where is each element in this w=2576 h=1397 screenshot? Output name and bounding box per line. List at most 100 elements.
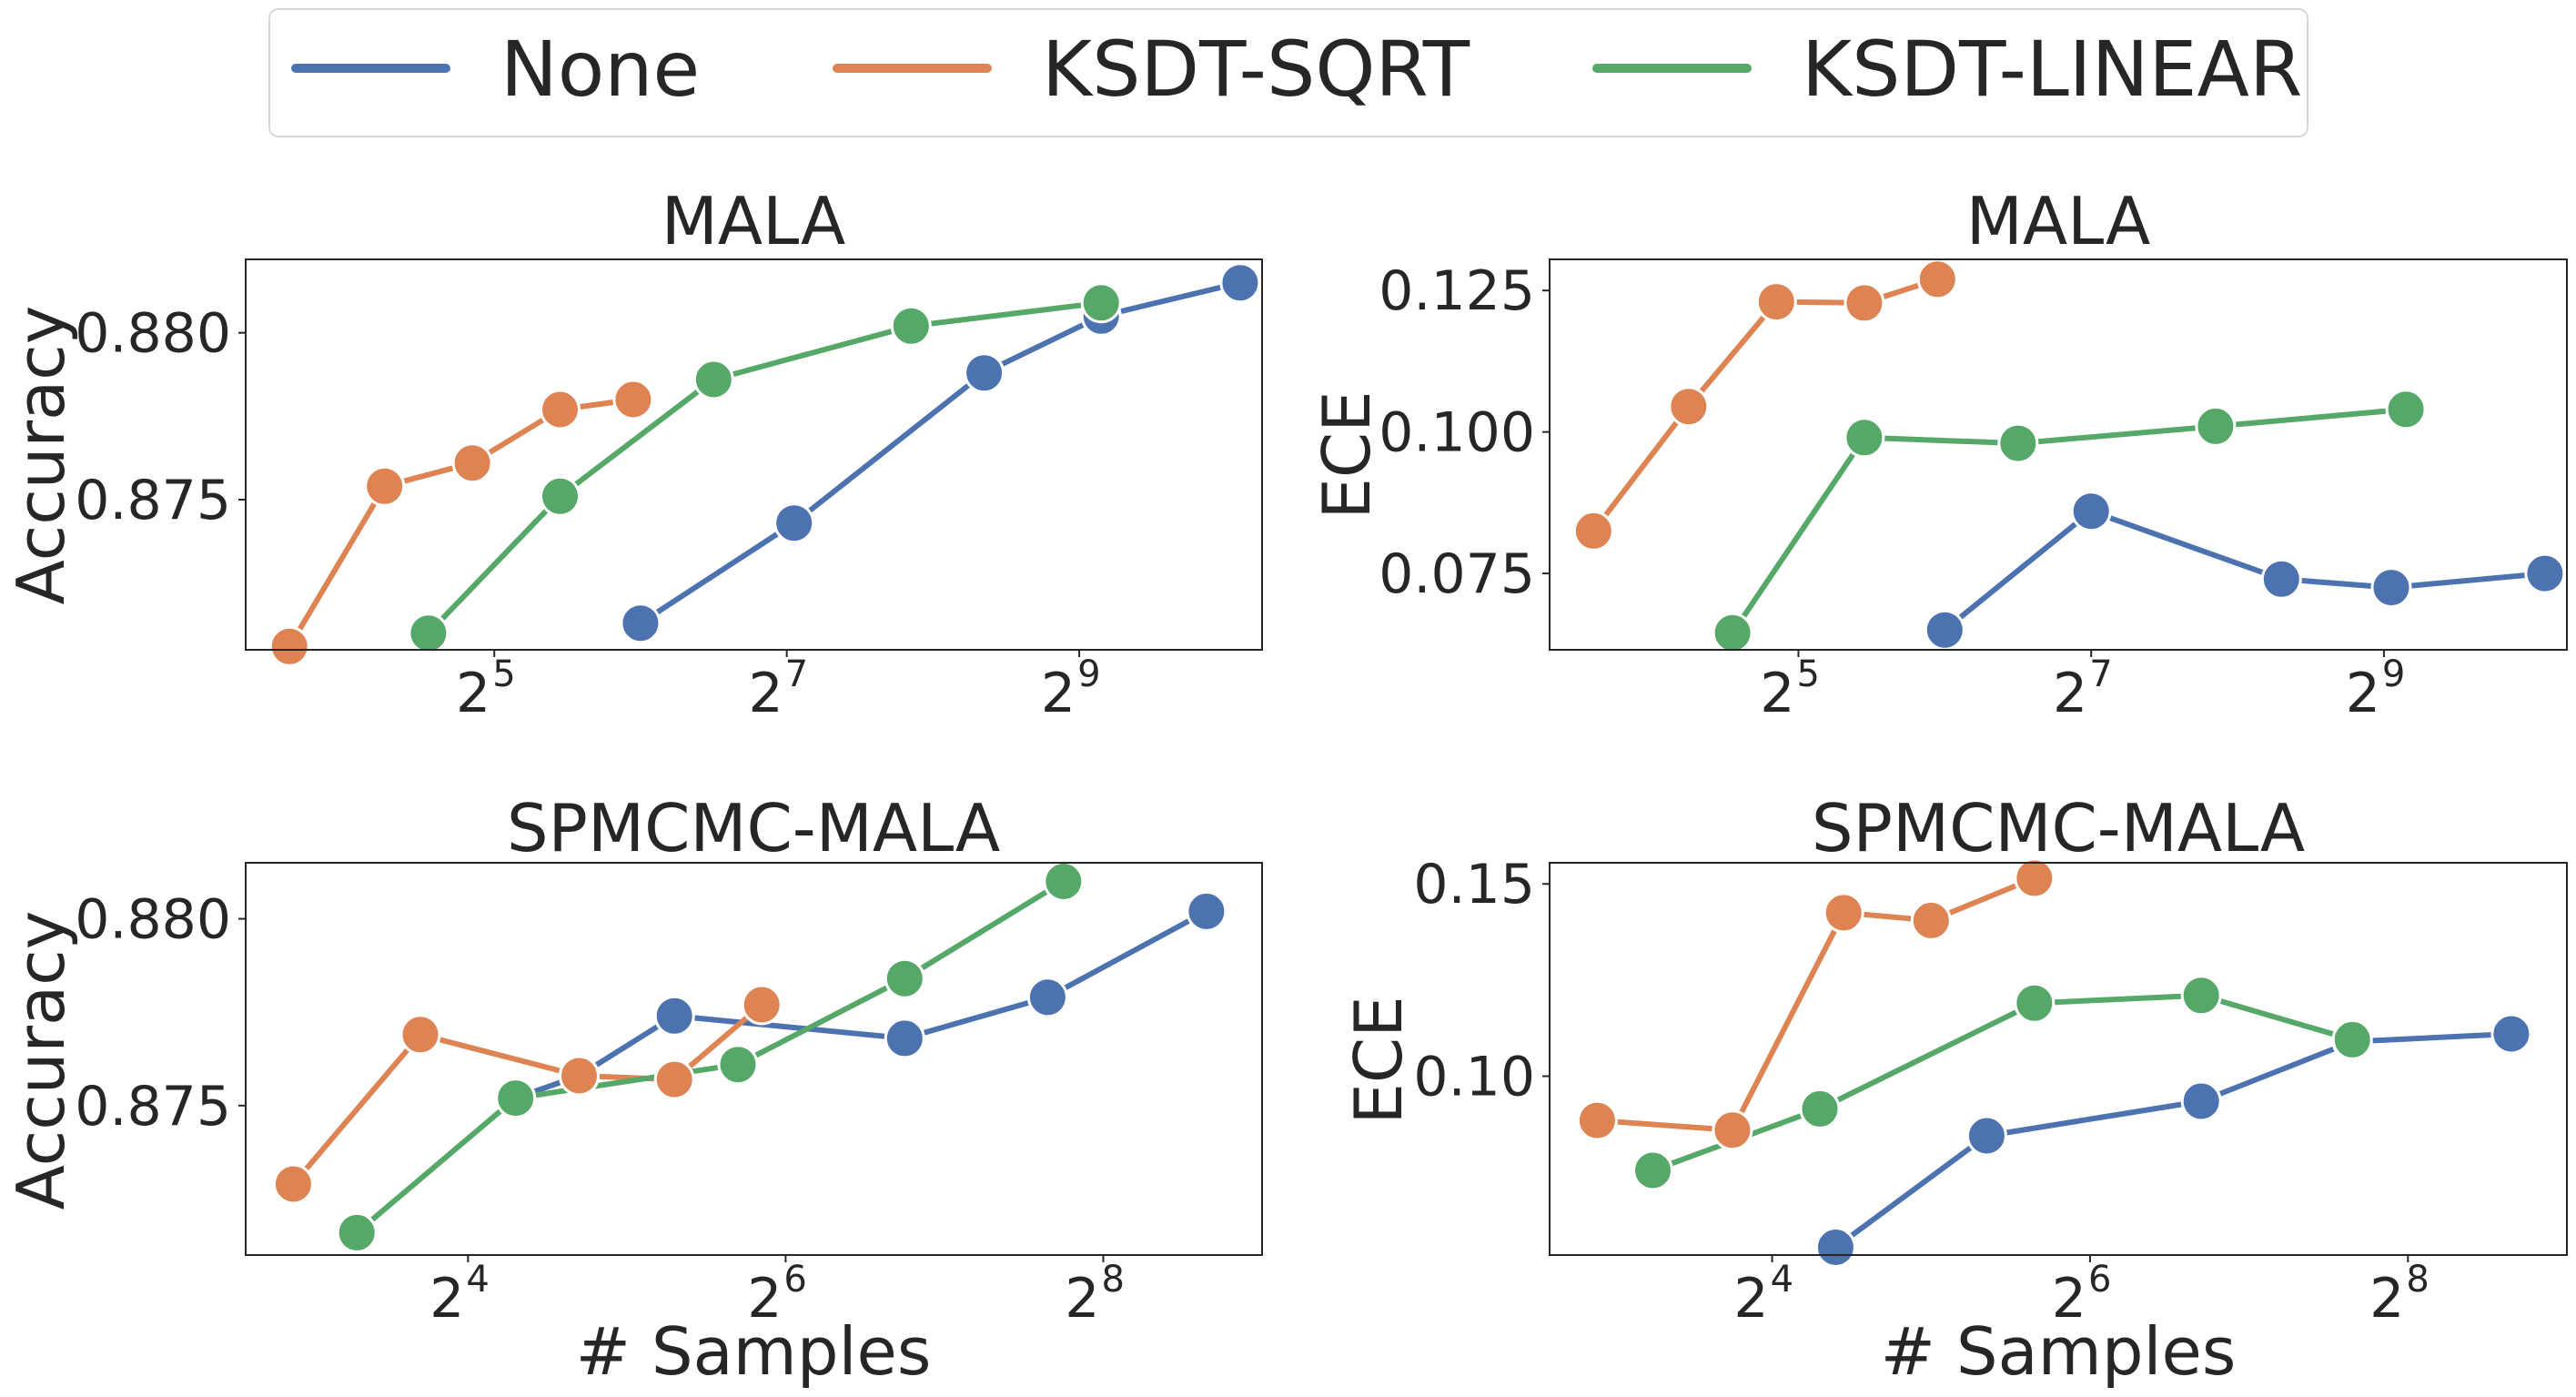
y-tick-label: 0.100 — [1379, 401, 1535, 465]
x-tick-exponent: 9 — [1077, 653, 1100, 695]
y-tick-label: 0.125 — [1379, 259, 1535, 323]
data-point-ksdt-linear — [2331, 1018, 2373, 1060]
data-point-none — [1186, 890, 1227, 932]
x-tick-base: 2 — [429, 1267, 464, 1331]
data-point-none — [1026, 977, 1068, 1018]
legend-entry-none: None — [291, 25, 700, 114]
axes-frame — [245, 862, 1263, 1256]
data-point-ksdt-linear — [1844, 417, 1885, 459]
x-tick-base: 2 — [2053, 662, 2087, 725]
y-tick-label: 0.075 — [1379, 542, 1535, 606]
data-point-ksdt-linear — [1043, 861, 1085, 902]
panel-title: SPMCMC-MALA — [507, 790, 1000, 866]
data-point-none — [884, 1017, 925, 1059]
data-point-ksdt-linear — [2180, 975, 2222, 1017]
x-tick-base: 2 — [748, 662, 783, 725]
legend-frame — [268, 8, 2308, 137]
x-tick-exponent: 6 — [2088, 1259, 2111, 1301]
x-tick-exponent: 5 — [492, 653, 515, 695]
data-point-none — [1924, 609, 1965, 651]
data-point-ksdt-sqrt — [1572, 510, 1614, 552]
data-point-none — [2070, 491, 2112, 532]
y-tick-label: 0.875 — [75, 469, 231, 532]
plot-area — [268, 262, 1261, 667]
data-point-ksdt-linear — [2195, 405, 2237, 447]
x-tick-base: 2 — [1065, 1267, 1099, 1331]
plot-area — [1576, 857, 2532, 1268]
x-axis-label: # Samples — [1881, 1313, 2237, 1390]
data-point-ksdt-linear — [1632, 1149, 1673, 1191]
data-point-ksdt-sqrt — [272, 1163, 314, 1205]
data-point-none — [2490, 1013, 2532, 1055]
data-point-ksdt-sqrt — [399, 1014, 441, 1056]
data-point-ksdt-sqrt — [612, 379, 654, 420]
data-point-none — [1965, 1115, 2007, 1157]
data-point-ksdt-sqrt — [559, 1055, 600, 1097]
y-axis-label: Accuracy — [3, 306, 79, 605]
data-point-none — [773, 502, 815, 544]
x-tick-exponent: 5 — [1796, 653, 1819, 695]
panel-spmcmc-ece: SPMCMC-MALA ECE # Samples 2 4 2 6 2 80.100.15 — [1340, 790, 2568, 1390]
y-tick-label: 0.880 — [75, 302, 231, 366]
x-tick-exponent: 7 — [2089, 653, 2112, 695]
y-tick-label: 0.880 — [75, 888, 231, 952]
data-point-none — [653, 995, 695, 1037]
data-point-ksdt-linear — [495, 1078, 537, 1119]
x-tick-exponent: 9 — [2382, 653, 2405, 695]
data-point-ksdt-sqrt — [540, 389, 581, 430]
data-point-ksdt-linear — [1997, 422, 2039, 464]
data-point-none — [1814, 1227, 1856, 1268]
data-point-ksdt-linear — [717, 1044, 759, 1086]
data-point-ksdt-linear — [2385, 389, 2427, 430]
data-point-none — [2260, 558, 2302, 600]
data-point-ksdt-linear — [540, 475, 581, 517]
data-point-ksdt-sqrt — [1844, 282, 1885, 324]
x-tick-base: 2 — [1760, 662, 1794, 725]
legend-label-ksdt-linear: KSDT-LINEAR — [1802, 25, 2302, 114]
data-point-none — [964, 352, 1005, 394]
data-point-ksdt-linear — [336, 1211, 378, 1253]
data-point-ksdt-sqrt — [1712, 1109, 1753, 1151]
x-tick-exponent: 4 — [466, 1259, 489, 1301]
data-point-ksdt-sqrt — [1755, 281, 1797, 323]
panel-title: MALA — [1966, 183, 2150, 259]
y-axis-label: ECE — [1308, 390, 1385, 519]
legend-label-ksdt-sqrt: KSDT-SQRT — [1042, 25, 1470, 114]
x-tick-base: 2 — [2052, 1267, 2086, 1331]
data-point-ksdt-sqrt — [1576, 1099, 1618, 1141]
panel-title: SPMCMC-MALA — [1812, 790, 2305, 866]
x-tick-base: 2 — [1041, 662, 1076, 725]
axes-frame — [245, 258, 1263, 651]
data-point-none — [1219, 262, 1261, 304]
data-point-ksdt-linear — [1080, 282, 1122, 324]
data-point-ksdt-linear — [884, 957, 925, 999]
data-point-ksdt-sqrt — [1910, 899, 1952, 941]
ticks: 2 4 2 6 2 80.100.15 — [1413, 853, 2429, 1331]
data-point-ksdt-sqrt — [1916, 258, 1958, 300]
data-point-ksdt-linear — [890, 305, 932, 347]
data-point-ksdt-linear — [692, 359, 734, 400]
x-tick-base: 2 — [747, 1267, 782, 1331]
y-tick-label: 0.15 — [1413, 853, 1535, 916]
y-tick-label: 0.875 — [75, 1075, 231, 1139]
x-tick-base: 2 — [456, 662, 490, 725]
data-point-ksdt-sqrt — [741, 984, 783, 1026]
data-point-ksdt-sqrt — [653, 1058, 695, 1100]
plot-area — [1572, 258, 2566, 653]
x-tick-base: 2 — [2369, 1267, 2404, 1331]
axes-frame — [1549, 258, 2568, 651]
data-point-none — [620, 602, 662, 644]
plot-area — [272, 861, 1227, 1253]
x-tick-base: 2 — [1733, 1267, 1768, 1331]
legend-entry-ksdt-linear: KSDT-LINEAR — [1592, 25, 2302, 114]
data-point-ksdt-sqrt — [2014, 857, 2056, 899]
panel-title: MALA — [662, 183, 845, 259]
axes-frame — [1549, 862, 2568, 1256]
data-point-none — [2524, 552, 2566, 594]
data-point-ksdt-sqrt — [451, 442, 493, 484]
